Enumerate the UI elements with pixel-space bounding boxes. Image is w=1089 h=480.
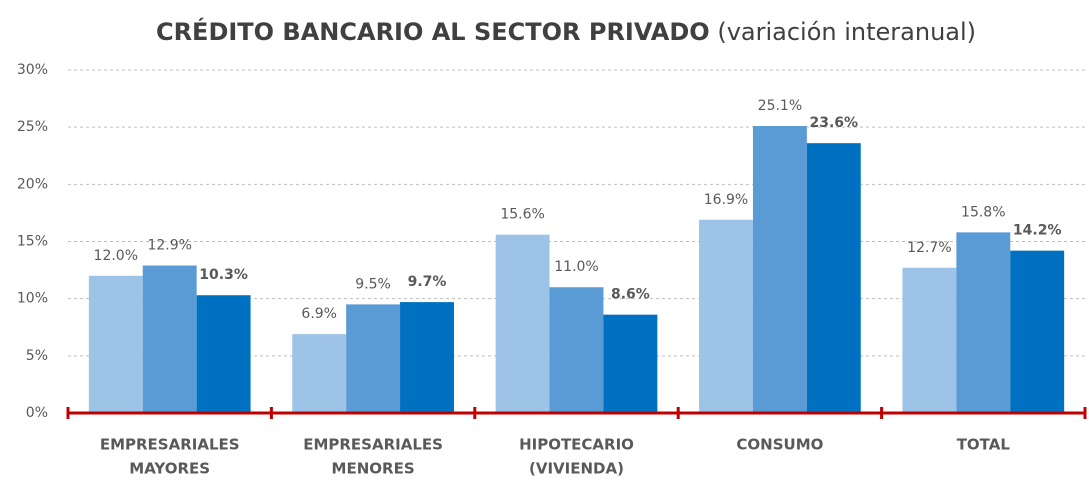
y-tick-label: 20% bbox=[17, 176, 48, 192]
value-label: 6.9% bbox=[301, 306, 337, 322]
value-label: 12.0% bbox=[94, 248, 138, 264]
x-tick-label: TOTAL bbox=[957, 436, 1011, 454]
bar bbox=[902, 267, 957, 413]
value-label: 14.2% bbox=[1013, 223, 1062, 239]
y-tick-label: 25% bbox=[17, 119, 48, 135]
x-tick-label: HIPOTECARIO bbox=[519, 436, 634, 454]
bar bbox=[1010, 250, 1065, 413]
x-tick-label: (VIVIENDA) bbox=[529, 460, 624, 478]
y-tick-label: 30% bbox=[17, 62, 48, 78]
value-label: 12.9% bbox=[147, 238, 191, 254]
value-label: 9.7% bbox=[408, 274, 447, 290]
chart-title-line: CRÉDITO BANCARIO AL SECTOR PRIVADO (vari… bbox=[156, 17, 976, 46]
value-label: 25.1% bbox=[758, 98, 802, 114]
value-label: 15.8% bbox=[961, 204, 1005, 220]
bar bbox=[495, 234, 550, 413]
value-label: 9.5% bbox=[355, 276, 391, 292]
bar bbox=[699, 219, 753, 413]
x-tick-label: EMPRESARIALES bbox=[100, 436, 240, 454]
value-label: 11.0% bbox=[554, 259, 598, 275]
bar bbox=[346, 304, 401, 413]
bar bbox=[549, 287, 604, 413]
bar bbox=[88, 275, 143, 413]
chart-subtitle: (variación interanual) bbox=[717, 18, 976, 46]
bar bbox=[196, 295, 251, 413]
x-tick-label: CONSUMO bbox=[736, 436, 823, 454]
value-label: 23.6% bbox=[810, 115, 859, 131]
chart-title: CRÉDITO BANCARIO AL SECTOR PRIVADO bbox=[156, 17, 710, 46]
y-tick-label: 5% bbox=[26, 348, 48, 364]
bar bbox=[292, 334, 347, 413]
bar bbox=[603, 314, 658, 413]
value-label: 8.6% bbox=[611, 287, 650, 303]
x-tick-label: MAYORES bbox=[129, 460, 210, 478]
y-tick-label: 0% bbox=[26, 405, 48, 421]
bar bbox=[400, 302, 454, 413]
x-tick-label: EMPRESARIALES bbox=[303, 436, 443, 454]
value-label: 12.7% bbox=[907, 240, 951, 256]
bar bbox=[752, 126, 807, 414]
x-tick-label: MENORES bbox=[332, 460, 415, 478]
bar bbox=[806, 143, 861, 413]
value-label: 10.3% bbox=[199, 267, 248, 283]
y-tick-label: 10% bbox=[17, 291, 48, 307]
value-label: 15.6% bbox=[500, 207, 544, 223]
value-label: 16.9% bbox=[704, 192, 748, 208]
bar bbox=[142, 265, 197, 413]
bar bbox=[956, 232, 1011, 413]
y-tick-label: 15% bbox=[17, 234, 48, 250]
